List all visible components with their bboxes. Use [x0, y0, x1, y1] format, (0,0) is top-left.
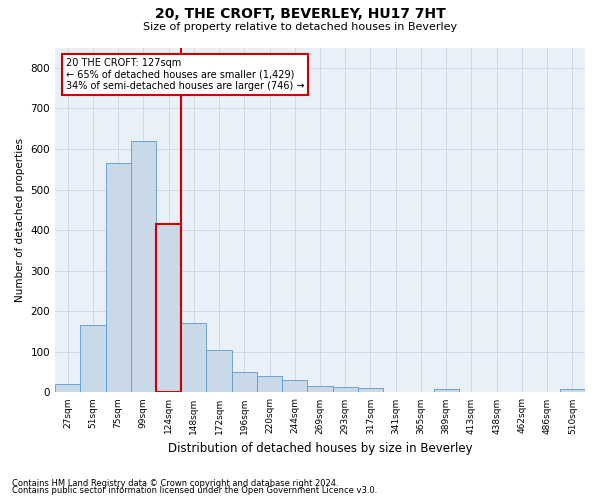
Bar: [181, 324, 206, 392]
Bar: [282, 380, 307, 392]
X-axis label: Distribution of detached houses by size in Beverley: Distribution of detached houses by size …: [168, 442, 472, 455]
Bar: [156, 224, 181, 392]
Bar: [80, 326, 106, 392]
Bar: [131, 141, 156, 393]
Bar: [206, 350, 232, 393]
Text: Contains HM Land Registry data © Crown copyright and database right 2024.: Contains HM Land Registry data © Crown c…: [12, 478, 338, 488]
Bar: [307, 386, 332, 392]
Bar: [257, 376, 282, 392]
Bar: [358, 388, 383, 392]
Text: Size of property relative to detached houses in Beverley: Size of property relative to detached ho…: [143, 22, 457, 32]
Bar: [332, 387, 358, 392]
Text: 20 THE CROFT: 127sqm
← 65% of detached houses are smaller (1,429)
34% of semi-de: 20 THE CROFT: 127sqm ← 65% of detached h…: [65, 58, 304, 91]
Text: 20, THE CROFT, BEVERLEY, HU17 7HT: 20, THE CROFT, BEVERLEY, HU17 7HT: [155, 8, 445, 22]
Bar: [232, 372, 257, 392]
Bar: [106, 163, 131, 392]
Y-axis label: Number of detached properties: Number of detached properties: [15, 138, 25, 302]
Bar: [55, 384, 80, 392]
Text: Contains public sector information licensed under the Open Government Licence v3: Contains public sector information licen…: [12, 486, 377, 495]
Bar: [560, 389, 585, 392]
Bar: [434, 389, 459, 392]
